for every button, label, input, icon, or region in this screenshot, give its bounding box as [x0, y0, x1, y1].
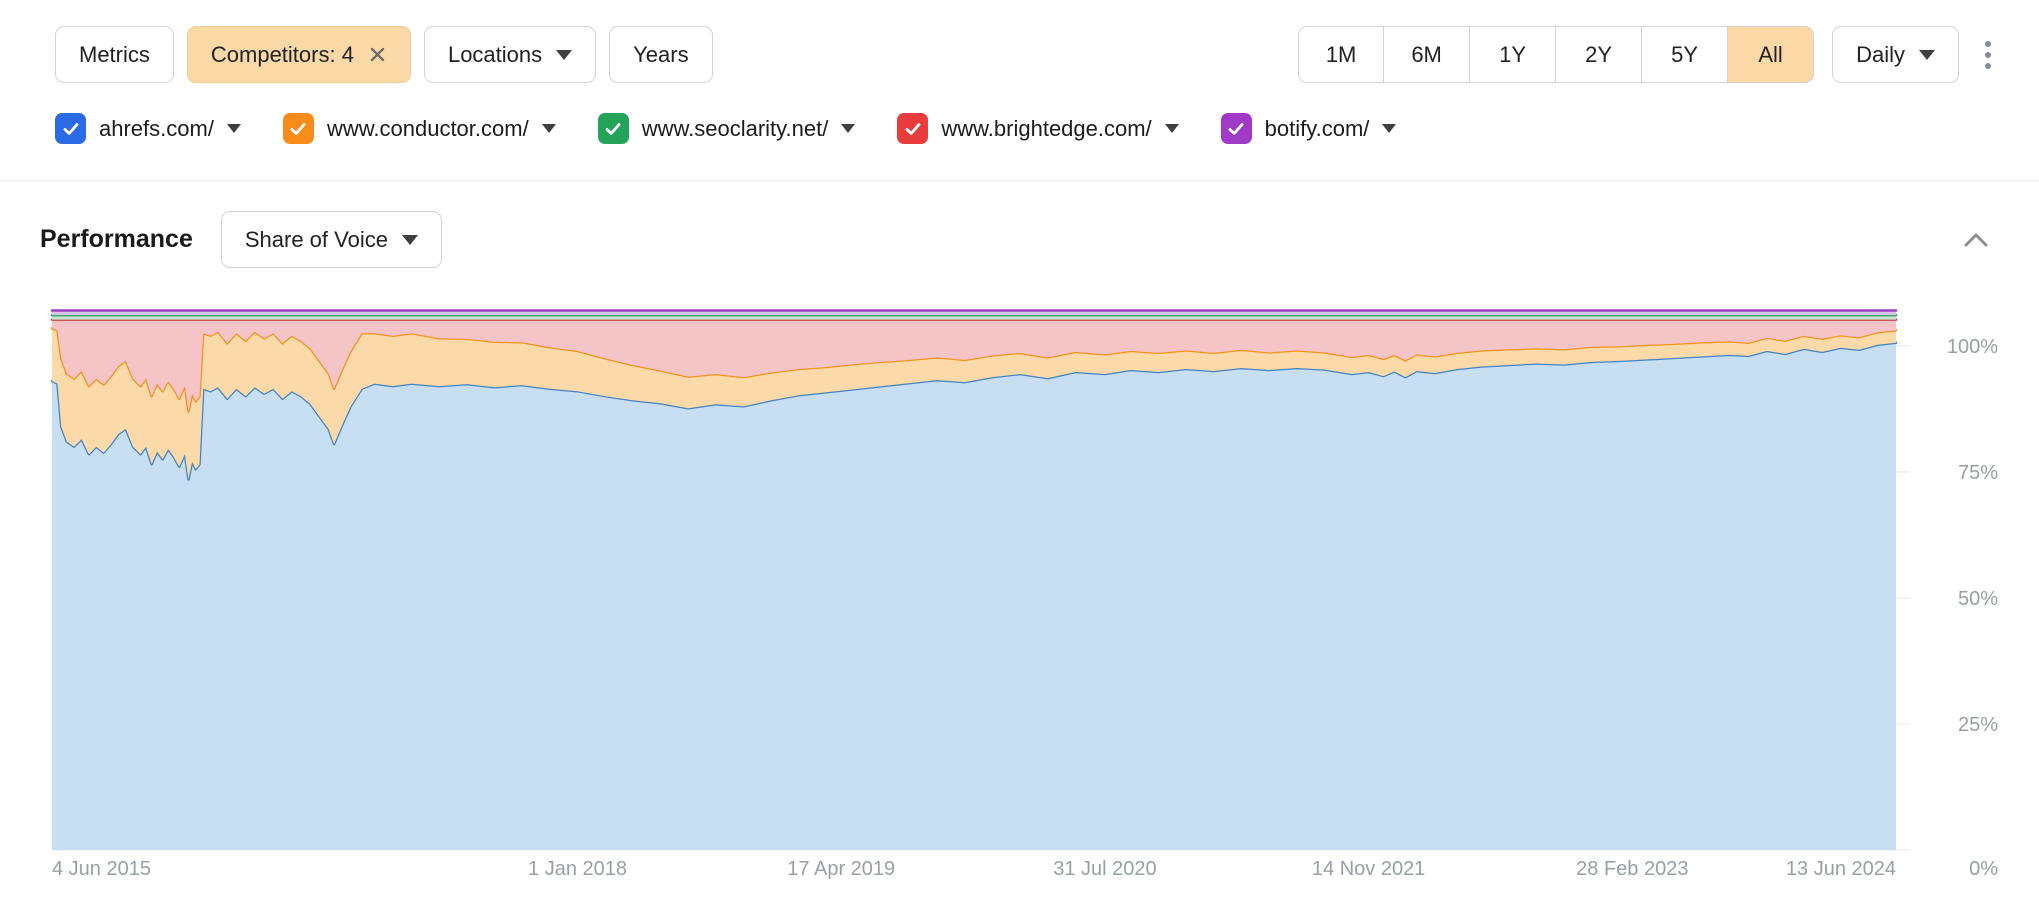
competitors-button[interactable]: Competitors: 4 — [186, 26, 411, 83]
section-divider — [0, 180, 2039, 181]
competitors-button-label: Competitors: 4 — [210, 41, 354, 67]
y-tick-label: 50% — [1958, 588, 1998, 610]
y-tick-label: 100% — [1947, 336, 1998, 358]
toolbar: Metrics Competitors: 4 Locations Years 1… — [0, 0, 2039, 83]
check-icon — [905, 122, 921, 135]
y-tick-label: 0% — [1969, 858, 1998, 880]
years-button[interactable]: Years — [609, 26, 713, 83]
range-1y-button[interactable]: 1Y — [1470, 26, 1557, 83]
legend-item-brightedge[interactable]: www.brightedge.com/ — [897, 113, 1179, 144]
check-icon — [63, 122, 78, 135]
x-tick-label: 28 Feb 2023 — [1576, 858, 1688, 880]
legend-item-label: www.seoclarity.net/ — [641, 115, 829, 141]
check-icon — [1228, 122, 1244, 135]
legend-item-ahrefs[interactable]: ahrefs.com/ — [55, 113, 241, 144]
x-tick-label: 4 Jun 2015 — [52, 858, 151, 880]
chevron-down-icon[interactable] — [1382, 124, 1397, 133]
area-www.brightedge.com/ — [52, 319, 1896, 412]
chevron-down-icon[interactable] — [1164, 124, 1179, 133]
collapse-section-button[interactable] — [1955, 223, 1997, 257]
area-www.conductor.com/ — [52, 328, 1896, 480]
locations-button[interactable]: Locations — [423, 26, 597, 83]
x-tick-label: 14 Nov 2021 — [1312, 858, 1425, 880]
legend-item-label: ahrefs.com/ — [99, 115, 214, 141]
checkbox-checked-icon[interactable] — [55, 113, 86, 144]
granularity-label: Daily — [1856, 41, 1905, 67]
y-tick-label: 25% — [1958, 714, 1998, 736]
checkbox-checked-icon[interactable] — [282, 113, 314, 144]
chevron-down-icon[interactable] — [226, 124, 241, 133]
legend-item-seoclarity[interactable]: www.seoclarity.net/ — [597, 113, 856, 144]
check-icon — [291, 122, 306, 135]
close-icon[interactable] — [368, 45, 387, 64]
metric-selector-button[interactable]: Share of Voice — [220, 211, 442, 268]
range-all-button[interactable]: All — [1728, 26, 1815, 83]
legend-item-label: www.conductor.com/ — [326, 115, 529, 141]
locations-button-label: Locations — [447, 41, 543, 67]
x-tick-label: 31 Jul 2020 — [1053, 858, 1156, 880]
chevron-up-icon — [1964, 233, 1988, 246]
legend-item-conductor[interactable]: www.conductor.com/ — [282, 113, 556, 144]
x-tick-label: 1 Jan 2018 — [528, 858, 627, 880]
kebab-menu-icon[interactable] — [1977, 31, 1999, 79]
granularity-button[interactable]: Daily — [1832, 26, 1959, 83]
metric-selector-label: Share of Voice — [244, 226, 388, 252]
date-range-selector: 1M 6M 1Y 2Y 5Y All — [1298, 26, 1815, 83]
x-tick-label: 17 Apr 2019 — [787, 858, 895, 880]
legend-item-label: botify.com/ — [1264, 115, 1370, 141]
toolbar-left-group: Metrics Competitors: 4 Locations Years — [55, 26, 713, 83]
checkbox-checked-icon[interactable] — [597, 113, 629, 144]
range-2y-button[interactable]: 2Y — [1556, 26, 1643, 83]
metrics-button[interactable]: Metrics — [55, 26, 174, 83]
checkbox-checked-icon[interactable] — [897, 113, 929, 144]
chevron-down-icon[interactable] — [841, 124, 856, 133]
legend-item-botify[interactable]: botify.com/ — [1220, 113, 1397, 144]
chevron-down-icon — [401, 234, 418, 245]
share-of-voice-chart[interactable]: 100% 75% 50% 25% 0% 4 Jun 2015 1 Jan 2018 17 Ap… — [0, 277, 2039, 897]
chevron-down-icon — [556, 49, 573, 60]
area-ahrefs.com/ — [52, 342, 1896, 850]
performance-header: Performance Share of Voice — [0, 181, 2039, 268]
range-5y-button[interactable]: 5Y — [1642, 26, 1729, 83]
y-tick-label: 75% — [1958, 462, 1998, 484]
toolbar-right-group: 1M 6M 1Y 2Y 5Y All Daily — [1298, 26, 1999, 83]
chevron-down-icon[interactable] — [541, 124, 556, 133]
metrics-button-label: Metrics — [79, 41, 150, 67]
checkbox-checked-icon[interactable] — [1220, 113, 1252, 144]
range-1m-button[interactable]: 1M — [1298, 26, 1385, 83]
years-button-label: Years — [633, 41, 689, 67]
check-icon — [605, 122, 621, 135]
section-title: Performance — [40, 225, 193, 253]
legend-item-label: www.brightedge.com/ — [941, 115, 1152, 141]
range-6m-button[interactable]: 6M — [1384, 26, 1471, 83]
x-tick-label: 13 Jun 2024 — [1786, 858, 1896, 880]
competitor-legend: ahrefs.com/ www.conductor.com/ www.seocl… — [0, 83, 2039, 144]
chevron-down-icon — [1919, 49, 1935, 60]
